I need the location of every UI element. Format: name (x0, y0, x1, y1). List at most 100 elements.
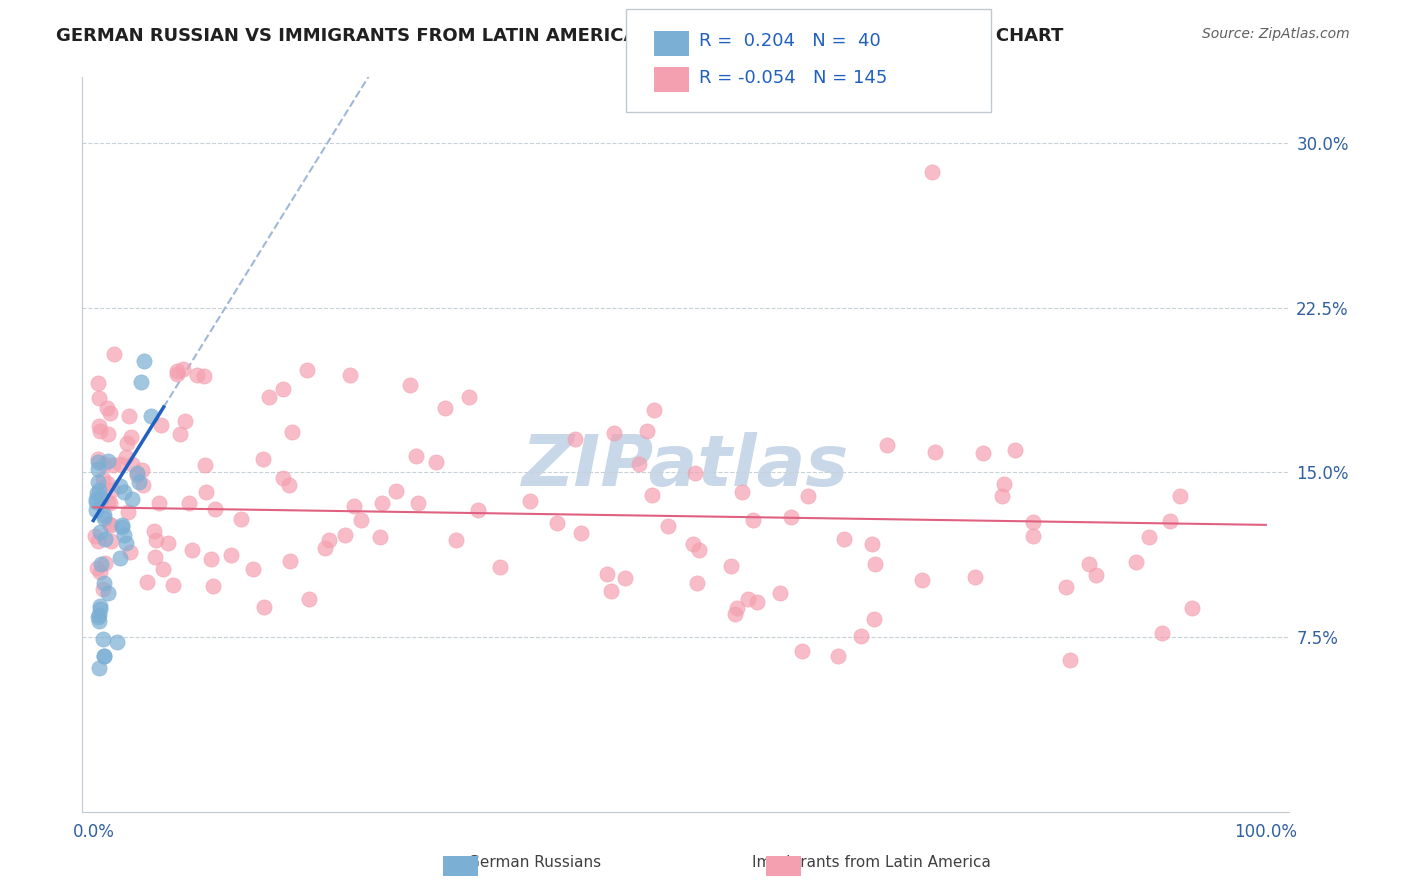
Point (90, 491, 112, 505)
Point (93, 510, 115, 524)
Point (370, 496, 392, 510)
Point (125, 467, 148, 482)
Point (93, 648, 115, 663)
Point (399, 378, 422, 392)
Point (298, 592, 321, 607)
Point (993, 477, 1015, 491)
Point (444, 533, 467, 548)
Text: Immigrants from Latin America: Immigrants from Latin America (752, 855, 991, 870)
Point (149, 417, 172, 432)
Point (876, 438, 898, 452)
Point (136, 575, 159, 590)
Point (87, 376, 110, 390)
Point (564, 432, 586, 446)
Point (343, 500, 366, 514)
Point (125, 467, 148, 481)
Point (1159, 514, 1181, 528)
Point (89, 599, 111, 614)
Point (87, 475, 110, 489)
Point (271, 382, 294, 396)
Point (278, 554, 301, 568)
Point (863, 611, 886, 625)
Point (335, 528, 357, 542)
Point (96, 401, 118, 416)
Point (91, 632, 114, 647)
Point (110, 479, 132, 493)
Point (405, 449, 427, 463)
Point (596, 566, 619, 581)
Point (1168, 489, 1191, 503)
Point (172, 361, 194, 376)
Point (194, 458, 217, 472)
Point (87, 483, 110, 497)
Point (97, 494, 120, 508)
Text: R = -0.054   N = 145: R = -0.054 N = 145 (699, 69, 887, 87)
Point (105, 635, 128, 649)
Point (93, 649, 115, 664)
Point (924, 444, 946, 458)
Point (741, 513, 763, 527)
Point (110, 550, 132, 565)
Point (86, 486, 108, 500)
Point (193, 369, 215, 384)
Point (408, 496, 430, 510)
Point (1125, 555, 1147, 569)
Point (1059, 652, 1081, 666)
Point (569, 526, 592, 541)
Point (768, 586, 790, 600)
Point (1137, 530, 1160, 544)
Point (89, 566, 111, 580)
Point (314, 541, 336, 556)
Point (911, 573, 934, 587)
Point (97, 454, 120, 468)
Point (627, 457, 650, 471)
Text: R =  0.204   N =  40: R = 0.204 N = 40 (699, 32, 880, 50)
Point (89, 601, 111, 615)
Point (682, 537, 704, 551)
Point (832, 532, 855, 546)
Point (98, 496, 121, 510)
Point (128, 475, 150, 489)
Point (108, 458, 131, 472)
Point (103, 347, 125, 361)
Point (117, 505, 139, 519)
Point (157, 536, 180, 550)
Point (1054, 580, 1077, 594)
Point (1022, 529, 1045, 543)
Point (115, 536, 138, 550)
Point (118, 409, 141, 424)
Point (425, 455, 447, 469)
Point (132, 353, 155, 368)
Point (87, 607, 110, 622)
Point (115, 450, 138, 465)
Point (143, 550, 166, 565)
Point (797, 489, 820, 503)
Point (129, 375, 152, 389)
Point (139, 409, 162, 423)
Text: GERMAN RUSSIAN VS IMMIGRANTS FROM LATIN AMERICA FEMALE DISABILITY CORRELATION CH: GERMAN RUSSIAN VS IMMIGRANTS FROM LATIN … (56, 27, 1063, 45)
Point (745, 594, 768, 608)
Point (179, 496, 201, 510)
Point (131, 478, 153, 492)
Point (1022, 515, 1045, 529)
Point (489, 559, 512, 574)
Point (613, 570, 636, 584)
Point (849, 629, 872, 643)
Point (152, 562, 174, 576)
Point (90, 558, 112, 572)
Point (87, 614, 110, 628)
Point (91, 582, 114, 596)
Point (121, 492, 143, 507)
Point (200, 551, 222, 566)
Point (166, 367, 188, 381)
Point (780, 510, 803, 524)
Point (519, 494, 541, 508)
Point (87, 610, 110, 624)
Point (720, 559, 742, 574)
Point (169, 427, 191, 442)
Point (991, 489, 1014, 503)
Point (546, 516, 568, 530)
Point (96, 476, 118, 491)
Point (963, 569, 986, 583)
Point (100, 517, 122, 532)
